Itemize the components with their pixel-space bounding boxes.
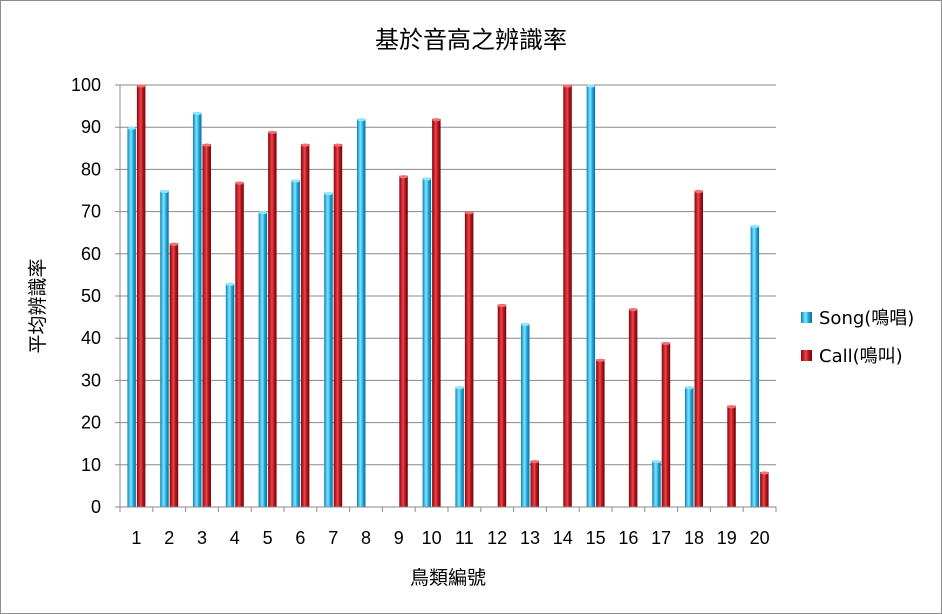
y-tick-label: 80 <box>81 159 101 179</box>
bar-song-1 <box>127 126 136 507</box>
x-tick-label: 17 <box>651 528 671 548</box>
y-tick-label: 100 <box>71 75 101 95</box>
x-tick-label: 11 <box>455 528 474 548</box>
x-tick-label: 14 <box>553 528 573 548</box>
bar-song-11 <box>455 386 464 507</box>
bar-call-3 <box>202 143 211 507</box>
bar-call-17 <box>661 341 671 507</box>
x-tick-label: 19 <box>717 528 737 548</box>
bar-call-2 <box>169 242 179 507</box>
bar-call-4 <box>235 181 244 507</box>
bar-song-20 <box>750 224 760 507</box>
bar-call-11 <box>464 211 474 507</box>
gridlines <box>120 84 776 466</box>
legend: Song(鳴唱) Call(鳴叫) <box>801 308 914 367</box>
y-axis-title: 平均辨識率 <box>27 258 49 353</box>
bar-song-17 <box>652 459 661 507</box>
x-tick-label: 15 <box>586 528 606 548</box>
legend-label: Song(鳴唱) <box>819 308 914 329</box>
x-tick-label: 5 <box>263 528 273 548</box>
bar-call-7 <box>333 143 343 507</box>
x-tick-label: 3 <box>197 528 207 548</box>
x-tick-label: 10 <box>422 528 442 548</box>
y-tick-label: 90 <box>81 117 101 137</box>
bar-song-5 <box>258 211 268 507</box>
x-tick-label: 9 <box>394 528 404 548</box>
y-tick-label: 0 <box>91 497 101 517</box>
y-tick-label: 40 <box>81 328 101 348</box>
bar-call-5 <box>268 130 277 508</box>
bar-call-18 <box>694 189 703 507</box>
bar-call-6 <box>300 143 310 507</box>
legend-entry-call: Call(鳴叫) <box>801 346 903 367</box>
x-tick-label: 7 <box>328 528 338 548</box>
bar-song-6 <box>291 179 300 507</box>
bar-song-4 <box>225 282 235 507</box>
legend-label: Call(鳴叫) <box>819 346 903 367</box>
x-tick-label: 1 <box>131 528 141 548</box>
y-tick-label: 10 <box>81 455 101 475</box>
bar-call-9 <box>399 175 408 508</box>
bars <box>127 84 769 508</box>
y-tick-label: 30 <box>81 370 101 390</box>
x-tick-label: 16 <box>618 528 638 548</box>
y-tick-label: 70 <box>81 202 101 222</box>
bar-call-13 <box>530 459 539 507</box>
chart-title: 基於音高之辨識率 <box>375 26 567 54</box>
bar-call-19 <box>727 405 736 507</box>
y-tick-label: 50 <box>81 286 101 306</box>
x-tick-label: 4 <box>230 528 240 548</box>
x-tick-label: 2 <box>164 528 174 548</box>
legend-swatch <box>801 312 812 323</box>
y-tick-label: 60 <box>81 244 101 264</box>
bar-song-7 <box>324 192 333 508</box>
x-axis-ticks: 1 2 3 4 5 6 7 8 9 10 11 12 13 14 15 16 17 18 19 20 <box>119 507 777 548</box>
x-axis-title: 鳥類編號 <box>410 567 486 589</box>
bar-song-2 <box>160 189 169 507</box>
x-tick-label: 8 <box>361 528 371 548</box>
bar-song-15 <box>586 84 596 507</box>
bar-call-16 <box>628 308 638 507</box>
bar-song-8 <box>357 118 366 507</box>
x-tick-label: 6 <box>295 528 305 548</box>
bar-call-10 <box>432 118 441 507</box>
y-axis-ticks: 0 10 20 30 40 50 60 70 80 90 100 <box>71 75 120 517</box>
x-tick-label: 13 <box>520 528 540 548</box>
x-tick-label: 12 <box>487 528 507 548</box>
legend-entry-song: Song(鳴唱) <box>801 308 914 329</box>
bar-song-10 <box>422 177 432 507</box>
bar-call-1 <box>136 84 146 507</box>
x-tick-label: 18 <box>684 528 704 548</box>
bar-song-3 <box>193 111 202 508</box>
bar-call-12 <box>497 303 507 507</box>
y-tick-label: 20 <box>81 413 101 433</box>
bar-song-18 <box>685 386 694 507</box>
bar-call-14 <box>563 84 572 507</box>
bar-song-13 <box>521 322 530 507</box>
legend-swatch <box>801 350 812 361</box>
bar-call-15 <box>596 358 605 507</box>
x-tick-label: 20 <box>750 528 770 548</box>
bar-call-20 <box>760 471 769 507</box>
